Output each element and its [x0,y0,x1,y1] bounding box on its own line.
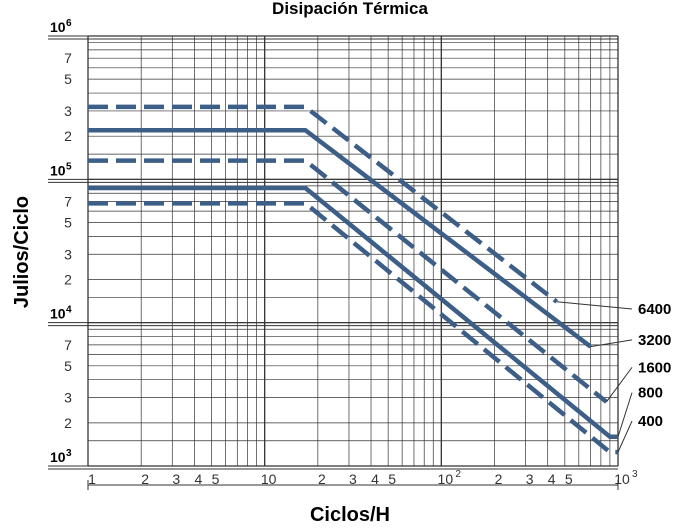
x-tick-label: 10 [614,471,630,487]
x-axis-label: Ciclos/H [310,504,390,526]
y-tick-exponent: 4 [66,305,72,316]
y-tick-label: 2 [64,272,72,288]
chart-title: Disipación Térmica [272,0,428,18]
y-tick-label: 7 [64,194,72,210]
series-label-6400: 6400 [638,301,671,318]
series-line-6400 [88,104,559,304]
x-tick-label: 5 [565,471,573,487]
x-tick-label: 4 [194,471,202,487]
x-tick-label: 4 [371,471,379,487]
y-tick-label: 3 [64,246,72,262]
x-tick-label: 3 [172,471,180,487]
series-line-3200 [88,128,592,349]
series-lines [88,104,618,455]
series-line-800 [88,185,618,439]
x-tick-label: 2 [141,471,149,487]
series-label-400: 400 [638,413,663,430]
series-leaders [556,301,633,453]
x-tick-label: 2 [318,471,326,487]
x-tick-label: 1 [88,471,96,487]
y-tick-label: 2 [64,128,72,144]
series-labels: 6400 3200 1600 800 400 [638,301,671,430]
y-tick-label: 7 [64,337,72,353]
series-line-400 [88,201,618,455]
y-tick-label: 5 [64,71,72,87]
x-tick-label: 3 [349,471,357,487]
x-tick-label: 3 [526,471,534,487]
series-line-1600 [88,158,608,404]
series-label-800: 800 [638,385,663,402]
x-tick-exponent: 3 [632,469,638,480]
x-tick-label: 5 [388,471,396,487]
leader-line-3200 [590,339,633,348]
y-tick-label: 10 [50,19,66,35]
y-tick-label: 10 [50,449,66,465]
y-tick-exponent: 3 [66,448,72,459]
y-tick-label: 5 [64,214,72,230]
y-tick-label: 3 [64,103,72,119]
series-label-1600: 1600 [638,359,671,376]
y-tick-label: 7 [64,50,72,66]
grid [48,35,619,490]
y-tick-label: 2 [64,415,72,431]
leader-line-800 [617,392,633,437]
leader-line-400 [617,420,633,453]
y-tick-label: 3 [64,390,72,406]
leader-line-6400 [556,301,633,310]
y-tick-label: 10 [50,162,66,178]
y-tick-label: 10 [50,306,66,322]
x-tick-exponent: 2 [455,469,461,480]
x-tick-label: 10 [261,471,277,487]
leader-line-1600 [606,367,633,403]
y-axis-label: Julios/Ciclo [11,196,33,308]
x-tick-label: 5 [212,471,220,487]
x-tick-label: 10 [438,471,454,487]
series-label-3200: 3200 [638,332,671,349]
x-tick-label: 2 [495,471,503,487]
y-tick-label: 5 [64,358,72,374]
x-tick-label: 4 [548,471,556,487]
y-tick-exponent: 6 [66,18,72,29]
y-tick-exponent: 5 [66,161,72,172]
